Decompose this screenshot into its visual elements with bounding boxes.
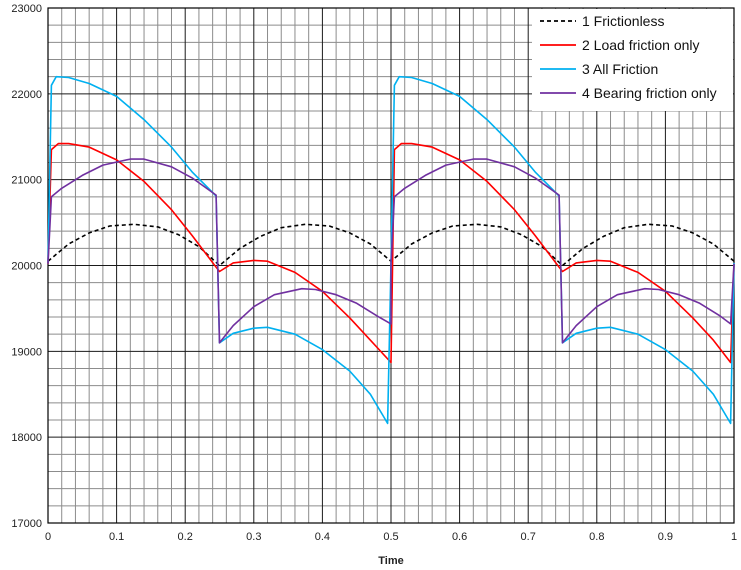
- y-tick-label: 18000: [11, 432, 42, 444]
- tick-labels: 0 0.1 0.2 0.3 0.4 0.5 0.6 0.7 0.8 0.9 1 17000 18000 1…: [11, 3, 737, 543]
- legend-label-3: 3 All Friction: [582, 61, 658, 77]
- legend-label-1: 1 Frictionless: [582, 13, 664, 29]
- x-tick-label: 0.1: [109, 531, 124, 543]
- x-tick-label: 0.5: [383, 531, 398, 543]
- legend-label-2: 2 Load friction only: [582, 37, 700, 53]
- x-tick-label: 0.3: [246, 531, 261, 543]
- y-tick-label: 17000: [11, 518, 42, 530]
- x-axis-title: Time: [378, 555, 403, 567]
- x-tick-label: 1: [731, 531, 737, 543]
- x-tick-label: 0.9: [658, 531, 673, 543]
- x-tick-label: 0.2: [178, 531, 193, 543]
- x-tick-label: 0.8: [589, 531, 604, 543]
- series-line-2: [47, 142, 735, 364]
- legend: 1 Frictionless 2 Load friction only 3 All …: [532, 9, 733, 111]
- y-tick-label: 22000: [11, 89, 42, 101]
- y-tick-label: 21000: [11, 175, 42, 187]
- legend-label-4: 4 Bearing friction only: [582, 85, 717, 101]
- x-tick-label: 0.6: [452, 531, 467, 543]
- x-tick-label: 0.4: [315, 531, 330, 543]
- y-tick-label: 20000: [11, 261, 42, 273]
- x-tick-label: 0: [45, 531, 51, 543]
- series-layer: [47, 75, 735, 425]
- series-line-4: [47, 158, 735, 344]
- legend-background: [532, 9, 733, 111]
- y-tick-label: 19000: [11, 346, 42, 358]
- x-tick-label: 0.7: [521, 531, 536, 543]
- y-tick-label: 23000: [11, 3, 42, 15]
